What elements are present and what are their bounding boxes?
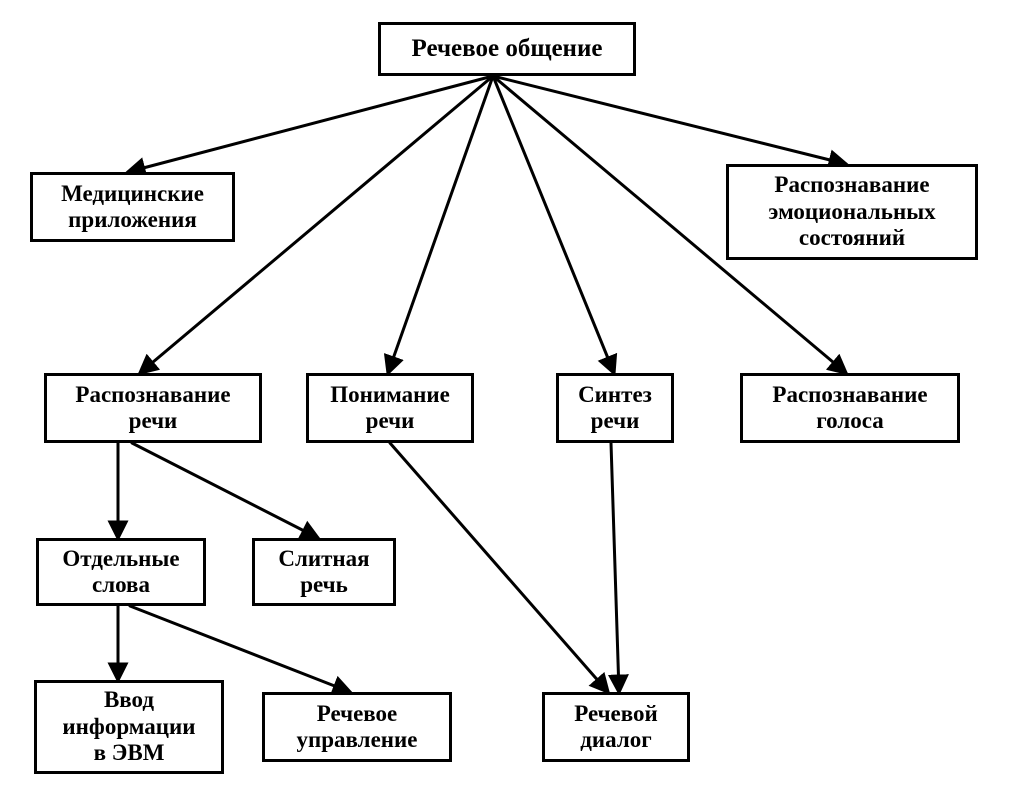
- edge-1: [493, 76, 846, 164]
- node-root: Речевое общение: [378, 22, 636, 76]
- edge-7: [132, 443, 318, 538]
- edge-10: [390, 443, 608, 692]
- edge-4: [493, 76, 614, 373]
- edge-11: [611, 443, 619, 692]
- node-words: Отдельные слова: [36, 538, 206, 606]
- node-dialog: Речевой диалог: [542, 692, 690, 762]
- diagram-canvas: Речевое общение Медицинские приложения Рас…: [0, 0, 1009, 811]
- node-recog: Распознавание речи: [44, 373, 262, 443]
- edge-3: [388, 76, 493, 373]
- node-input: Ввод информации в ЭВМ: [34, 680, 224, 774]
- node-emostates: Распознавание эмоциональных состояний: [726, 164, 978, 260]
- node-continuous: Слитная речь: [252, 538, 396, 606]
- edge-0: [128, 76, 493, 172]
- node-voice: Распознавание голоса: [740, 373, 960, 443]
- node-synth: Синтез речи: [556, 373, 674, 443]
- node-med: Медицинские приложения: [30, 172, 235, 242]
- node-control: Речевое управление: [262, 692, 452, 762]
- node-understand: Понимание речи: [306, 373, 474, 443]
